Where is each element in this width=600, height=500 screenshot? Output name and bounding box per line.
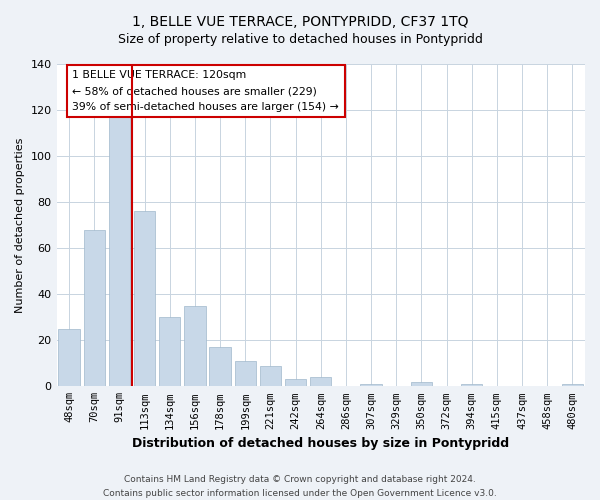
- Text: Size of property relative to detached houses in Pontypridd: Size of property relative to detached ho…: [118, 32, 482, 46]
- Bar: [235, 361, 256, 386]
- Bar: [83, 230, 105, 386]
- Bar: [461, 384, 482, 386]
- X-axis label: Distribution of detached houses by size in Pontypridd: Distribution of detached houses by size …: [132, 437, 509, 450]
- Bar: [411, 382, 432, 386]
- Bar: [285, 380, 307, 386]
- Text: 1, BELLE VUE TERRACE, PONTYPRIDD, CF37 1TQ: 1, BELLE VUE TERRACE, PONTYPRIDD, CF37 1…: [132, 15, 468, 29]
- Bar: [310, 377, 331, 386]
- Bar: [209, 347, 231, 387]
- Y-axis label: Number of detached properties: Number of detached properties: [15, 138, 25, 313]
- Text: 1 BELLE VUE TERRACE: 120sqm
← 58% of detached houses are smaller (229)
39% of se: 1 BELLE VUE TERRACE: 120sqm ← 58% of det…: [73, 70, 339, 112]
- Bar: [109, 114, 130, 386]
- Text: Contains HM Land Registry data © Crown copyright and database right 2024.
Contai: Contains HM Land Registry data © Crown c…: [103, 476, 497, 498]
- Bar: [184, 306, 206, 386]
- Bar: [159, 317, 181, 386]
- Bar: [361, 384, 382, 386]
- Bar: [562, 384, 583, 386]
- Bar: [260, 366, 281, 386]
- Bar: [134, 212, 155, 386]
- Bar: [58, 329, 80, 386]
